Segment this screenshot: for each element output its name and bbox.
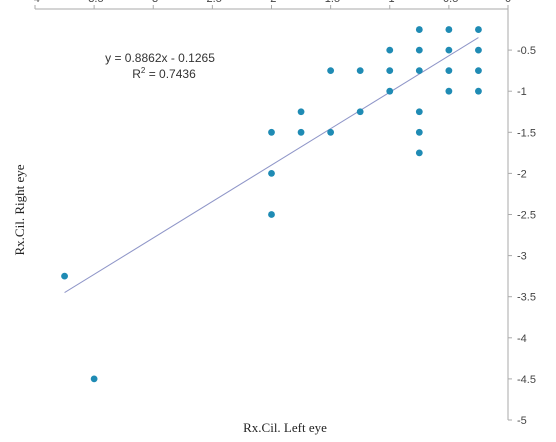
data-point bbox=[268, 211, 275, 218]
data-point bbox=[415, 149, 423, 157]
x-tick-label: 0 bbox=[505, 0, 511, 5]
x-tick-label: -1 bbox=[385, 0, 395, 5]
data-point bbox=[415, 128, 423, 136]
data-point bbox=[327, 67, 335, 75]
y-tick-label: -1.5 bbox=[517, 127, 536, 139]
data-point bbox=[445, 26, 453, 33]
x-tick-labels: -4 -3.5 -3 -2.5 -2 -1.5 -1 -0.5 0 bbox=[30, 0, 511, 5]
trendline bbox=[64, 37, 479, 293]
data-point bbox=[327, 128, 335, 136]
data-point bbox=[386, 67, 394, 75]
y-tick-label: -3.5 bbox=[517, 292, 536, 304]
data-point bbox=[445, 46, 453, 54]
data-points bbox=[61, 26, 482, 383]
r-squared-r: R bbox=[132, 67, 141, 81]
data-point bbox=[445, 87, 453, 95]
x-tick-label: -2 bbox=[267, 0, 277, 5]
y-tick-label: -4 bbox=[517, 333, 527, 345]
y-axis-title: Rx.Cil. Right eye bbox=[12, 164, 27, 255]
data-point bbox=[415, 26, 423, 33]
data-point bbox=[386, 87, 394, 95]
data-point bbox=[268, 128, 275, 136]
data-point bbox=[297, 128, 305, 136]
y-tick-label: -5 bbox=[517, 415, 527, 427]
data-point bbox=[475, 46, 482, 54]
y-tick-labels: -0.5 -1 -1.5 -2 -2.5 -3 -3.5 -4 -4.5 -5 bbox=[517, 45, 536, 427]
y-tick-label: -4.5 bbox=[517, 374, 536, 386]
y-tick-label: -2 bbox=[517, 168, 527, 180]
data-point bbox=[445, 67, 453, 75]
x-tick-label: -2.5 bbox=[203, 0, 222, 5]
y-tick-label: -3 bbox=[517, 251, 527, 263]
x-axis bbox=[34, 5, 509, 10]
r-squared-superscript: 2 bbox=[141, 66, 146, 75]
data-point bbox=[386, 46, 394, 54]
x-tick-label: -3 bbox=[148, 0, 158, 5]
data-point bbox=[297, 108, 305, 116]
data-point bbox=[356, 108, 364, 116]
data-point bbox=[415, 108, 423, 116]
data-point bbox=[61, 272, 68, 280]
r-squared-value: = 0.7436 bbox=[145, 67, 196, 81]
data-point bbox=[90, 375, 98, 383]
y-axis bbox=[507, 9, 512, 421]
data-point bbox=[356, 67, 364, 75]
y-tick-label: -1 bbox=[517, 86, 527, 98]
x-tick-label: -0.5 bbox=[439, 0, 458, 5]
y-tick-label: -0.5 bbox=[517, 45, 536, 57]
data-point bbox=[475, 26, 482, 33]
x-axis-title: Rx.Cil. Left eye bbox=[243, 420, 327, 435]
data-point bbox=[475, 87, 482, 95]
data-point bbox=[475, 67, 482, 75]
data-point bbox=[415, 67, 423, 75]
x-tick-label: -1.5 bbox=[321, 0, 340, 5]
x-tick-label: -3.5 bbox=[85, 0, 104, 5]
data-point bbox=[415, 46, 423, 54]
y-tick-label: -2.5 bbox=[517, 210, 536, 222]
r-squared-label: R2 = 0.7436 bbox=[132, 66, 196, 81]
x-tick-label: -4 bbox=[30, 0, 40, 5]
data-point bbox=[268, 170, 275, 177]
trendline-equation: y = 0.8862x - 0.1265 bbox=[105, 51, 215, 65]
